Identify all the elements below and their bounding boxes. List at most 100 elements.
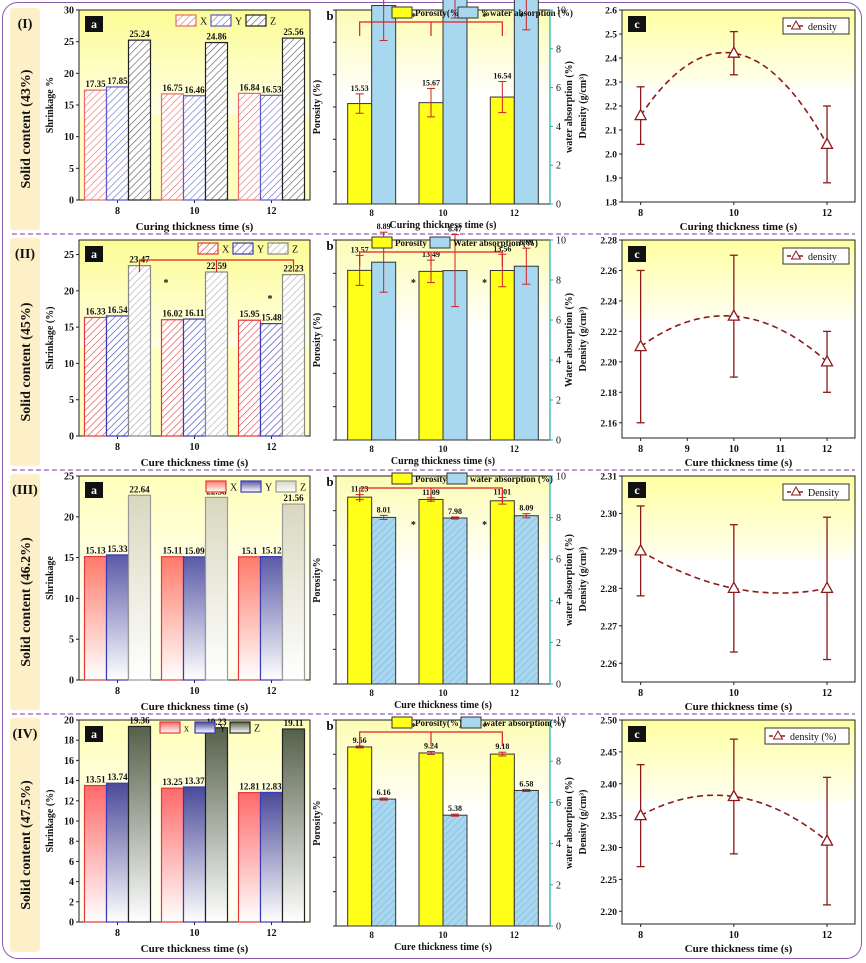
y-axis-label: Porosity (%) <box>312 80 323 135</box>
bar-value-label: 15.67 <box>422 78 440 87</box>
y2-tick-label: 6 <box>556 798 561 809</box>
x-axis-label: Cure thickness time (s) <box>394 942 492 953</box>
y-axis-label: Porosity% <box>312 557 323 602</box>
significance-star: * <box>268 294 273 305</box>
y-tick-label: 20 <box>64 512 74 523</box>
bar-y-8 <box>105 554 130 681</box>
panel-tag-c: c <box>634 727 640 741</box>
legend-label: Porosity(%) <box>415 718 462 728</box>
density-legend-box <box>782 483 850 501</box>
row-side-label: Solid content (47.5%) <box>19 780 34 910</box>
bar-value-label: 15.11 <box>163 546 183 556</box>
y-tick-label: 20 <box>64 716 74 727</box>
bar-value-label: 25.24 <box>129 29 150 39</box>
bar-value-label: 21.56 <box>283 493 304 503</box>
y-tick-label: 2.3 <box>605 79 617 89</box>
significance-bracket <box>359 251 503 266</box>
y2-tick-label: 4 <box>556 839 561 850</box>
bar-value-label: 19.11 <box>284 718 304 728</box>
y-tick-label: 25 <box>64 472 74 483</box>
legend-label: X <box>230 483 238 494</box>
bar-value-label: 13.25 <box>162 777 183 787</box>
bar-value-label: 16.54 <box>493 72 511 81</box>
y2-tick-label: 4 <box>556 122 561 133</box>
legend-swatch-absorption <box>460 716 482 729</box>
significance-bracket <box>359 731 503 746</box>
x-tick-label: 12 <box>267 928 277 939</box>
density-marker-10 <box>727 789 741 802</box>
y2-axis-label: water absorption (%) <box>564 61 575 153</box>
y-tick-label: 15 <box>64 553 74 564</box>
x-axis-label: Cure thickness time (s) <box>394 700 492 711</box>
significance-star: * <box>411 278 416 289</box>
y-tick-label: 0 <box>69 918 74 929</box>
y-tick-label: 2.28 <box>600 585 617 595</box>
legend-label: Y <box>265 483 272 494</box>
bar-y-12 <box>259 556 284 681</box>
bar-porosity-8 <box>347 496 373 685</box>
x-tick-label: 8 <box>638 208 643 219</box>
y2-tick-label: 4 <box>556 356 561 367</box>
legend-swatch-x <box>159 721 181 734</box>
significance-star: * <box>482 278 487 289</box>
significance-bracket <box>359 487 503 502</box>
y2-tick-label: 8 <box>556 276 561 287</box>
y-tick-label: 2.45 <box>600 748 617 758</box>
y-axis-label: Density (g/cm³) <box>578 790 589 855</box>
bar-value-label: 15.33 <box>107 544 128 554</box>
panel-tag-c: c <box>634 247 640 261</box>
y2-tick-label: 0 <box>556 200 561 211</box>
density-marker-12 <box>820 581 834 594</box>
bar-absorption-8 <box>371 516 397 685</box>
bar-absorption-10 <box>442 517 468 685</box>
x-tick-label: 12 <box>822 444 832 455</box>
density-legend-box <box>782 17 850 35</box>
y-tick-label: 5 <box>69 164 74 175</box>
x-tick-label: 8 <box>369 208 374 218</box>
y-tick-label: 20 <box>64 286 74 297</box>
density-marker-12 <box>820 354 834 367</box>
legend-marker <box>790 249 802 260</box>
legend-swatch-porosity <box>391 716 413 729</box>
legend-swatch-x <box>175 14 197 27</box>
x-tick-label: 8 <box>369 688 374 698</box>
panel-tag-box <box>85 16 103 32</box>
row-roman-label: (IV) <box>13 727 38 742</box>
y-axis-label: Porosity (%) <box>312 313 323 368</box>
y-axis-label: Porosity% <box>312 800 323 845</box>
legend-swatch-absorption <box>446 472 468 485</box>
bar-y-10 <box>182 556 207 681</box>
bar-value-label: 9.18 <box>495 742 509 751</box>
bar-value-label: 22.64 <box>129 484 150 494</box>
y2-tick-label: 2 <box>556 880 561 891</box>
x-axis-label: Cure thickness time (s) <box>685 701 793 713</box>
y-axis-label: Density (g/cm³) <box>578 74 589 139</box>
panel-tag-a: a <box>91 17 97 31</box>
y-tick-label: 10 <box>64 594 74 605</box>
x-tick-label: 12 <box>822 208 832 219</box>
bar-porosity-10 <box>418 102 444 205</box>
bar-value-label: 15.95 <box>239 309 260 319</box>
panel-tag-box <box>85 726 103 742</box>
legend-swatch-y <box>194 721 216 734</box>
panel-tag-a: a <box>91 727 97 741</box>
panel-tag-box <box>628 246 646 262</box>
bar-z-10 <box>204 271 229 437</box>
x-tick-label: 12 <box>510 930 520 940</box>
density-marker-8 <box>634 808 648 821</box>
bar-x-8 <box>83 555 108 681</box>
x-tick-label: 11 <box>776 444 785 455</box>
bar-absorption-12 <box>513 0 539 205</box>
side-label-panel <box>10 718 40 952</box>
x-tick-label: 8 <box>115 206 120 217</box>
x-tick-label: 10 <box>439 208 449 218</box>
panel-tag-a: a <box>91 483 97 497</box>
y-tick-label: 5 <box>69 635 74 646</box>
bar-value-label: 6.58 <box>519 779 533 788</box>
bar-value-label: 12.81 <box>239 782 260 792</box>
legend-swatch-z <box>267 242 289 255</box>
bar-z-12 <box>281 728 306 923</box>
y-tick-label: 15 <box>64 101 74 112</box>
